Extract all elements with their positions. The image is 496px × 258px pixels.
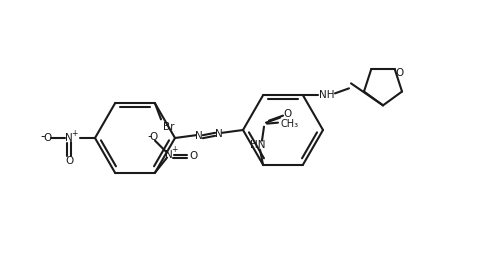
Text: +: + bbox=[171, 145, 177, 154]
Text: NH: NH bbox=[319, 90, 335, 100]
Text: N: N bbox=[65, 133, 73, 143]
Text: O: O bbox=[43, 133, 51, 143]
Text: N: N bbox=[195, 131, 203, 141]
Text: -: - bbox=[148, 130, 152, 143]
Text: CH₃: CH₃ bbox=[281, 119, 299, 129]
Text: O: O bbox=[189, 151, 197, 161]
Text: -: - bbox=[41, 131, 45, 143]
Text: O: O bbox=[284, 109, 292, 119]
Text: O: O bbox=[150, 132, 158, 142]
Text: +: + bbox=[71, 128, 77, 138]
Text: O: O bbox=[396, 68, 404, 78]
Text: Br: Br bbox=[163, 122, 175, 132]
Text: N: N bbox=[165, 150, 173, 160]
Text: O: O bbox=[65, 156, 73, 166]
Text: N: N bbox=[215, 129, 223, 139]
Text: HN: HN bbox=[250, 140, 266, 150]
